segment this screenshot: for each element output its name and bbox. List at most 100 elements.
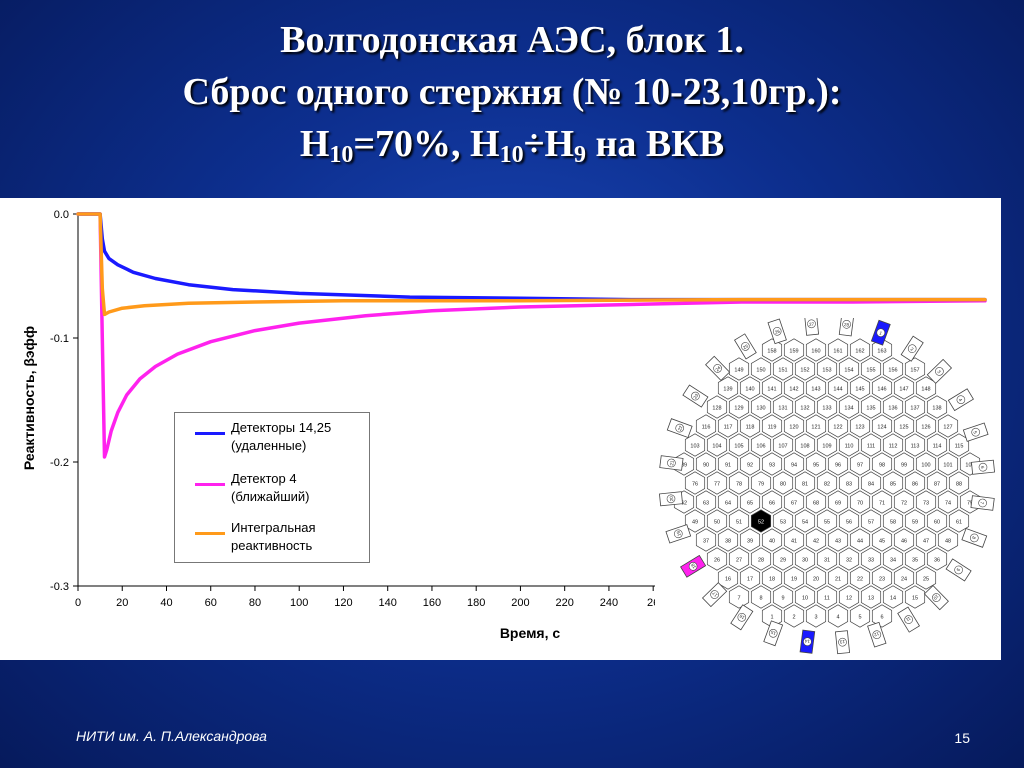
title-line-2: Сброс одного стержня (№ 10-23,10гр.): <box>182 71 842 113</box>
core-assembly: 96 <box>827 452 849 476</box>
core-assembly: 35 <box>904 547 926 571</box>
assembly-hex <box>838 433 860 457</box>
assembly-hex <box>827 604 849 628</box>
assembly-hex <box>761 376 783 400</box>
assembly-hex <box>772 547 794 571</box>
assembly-hex <box>772 395 794 419</box>
core-assembly: 76 <box>684 471 706 495</box>
detector-circle <box>978 498 987 508</box>
core-assembly: 151 <box>772 357 794 381</box>
assembly-number: 59 <box>912 520 918 526</box>
detector-circle <box>737 612 747 622</box>
core-assembly: 117 <box>717 414 739 438</box>
detector-number: 25 <box>742 343 749 350</box>
core-assembly: 128 <box>706 395 728 419</box>
assembly-hex <box>937 490 959 514</box>
legend-swatch-orange <box>195 532 225 535</box>
assembly-number: 90 <box>703 463 709 469</box>
core-assembly: 157 <box>904 357 926 381</box>
assembly-hex <box>926 509 948 533</box>
core-assembly: 85 <box>882 471 904 495</box>
assembly-hex <box>937 414 959 438</box>
x-tick-label: 100 <box>290 597 308 609</box>
assembly-number: 7 <box>737 596 740 602</box>
core-assembly: 140 <box>739 376 761 400</box>
assembly-hex <box>805 604 827 628</box>
core-assembly: 98 <box>871 452 893 476</box>
core-assembly: 79 <box>750 471 772 495</box>
assembly-hex <box>948 471 970 495</box>
assembly-hex <box>717 566 739 590</box>
assembly-hex <box>915 452 937 476</box>
assembly-hex <box>860 509 882 533</box>
assembly-hex <box>904 471 926 495</box>
assembly-hex <box>706 471 728 495</box>
legend-item-integral-reactivity: Интегральная реактивность <box>175 519 371 559</box>
assembly-hex <box>783 414 805 438</box>
assembly-hex <box>717 528 739 552</box>
detector-channel: 12 <box>867 621 887 648</box>
core-assembly: 131 <box>772 395 794 419</box>
assembly-number: 103 <box>690 444 699 450</box>
assembly-hex <box>827 490 849 514</box>
assembly-hex <box>739 490 761 514</box>
assembly-hex <box>838 395 860 419</box>
assembly-hex <box>761 414 783 438</box>
core-assembly: 58 <box>882 509 904 533</box>
core-assembly: 77 <box>706 471 728 495</box>
assembly-number: 70 <box>857 501 863 507</box>
core-assembly: 67 <box>783 490 805 514</box>
assembly-hex <box>761 490 783 514</box>
assembly-hex <box>750 585 772 609</box>
assembly-number: 129 <box>734 406 743 412</box>
core-assembly: 91 <box>717 452 739 476</box>
assembly-hex <box>904 509 926 533</box>
assembly-number: 162 <box>855 349 864 355</box>
core-assembly: 45 <box>871 528 893 552</box>
assembly-number: 123 <box>855 425 864 431</box>
detector-circle <box>842 320 851 329</box>
core-assembly: 15 <box>904 585 926 609</box>
assembly-hex <box>849 604 871 628</box>
core-assembly: 99 <box>893 452 915 476</box>
assembly-number: 115 <box>955 444 964 450</box>
assembly-number: 75 <box>967 501 973 507</box>
assembly-number: 141 <box>767 387 776 393</box>
title-line-3: H10=70%, H10÷H9 на ВКВ <box>0 118 1024 170</box>
core-assembly: 69 <box>827 490 849 514</box>
title-sub-3: 9 <box>574 142 587 168</box>
assembly-number: 156 <box>888 368 897 374</box>
assembly-hex <box>805 528 827 552</box>
core-assembly: 158 <box>761 338 783 362</box>
detector-number: 5 <box>972 430 978 434</box>
assembly-number: 1 <box>770 615 773 621</box>
detector-number: 21 <box>669 460 675 466</box>
core-assembly: 156 <box>882 357 904 381</box>
detector-circle <box>969 533 979 543</box>
assembly-number: 144 <box>833 387 842 393</box>
assembly-number: 92 <box>747 463 753 469</box>
assembly-hex <box>750 357 772 381</box>
core-assembly: 113 <box>904 433 926 457</box>
assembly-hex <box>849 338 871 362</box>
core-assembly: 86 <box>904 471 926 495</box>
detector-circle <box>673 529 683 539</box>
assembly-hex <box>860 395 882 419</box>
core-assembly: 34 <box>882 547 904 571</box>
detector-number: 24 <box>714 365 721 372</box>
assembly-number: 95 <box>813 463 819 469</box>
assembly-hex <box>871 376 893 400</box>
assembly-hex <box>750 471 772 495</box>
assembly-number: 79 <box>758 482 764 488</box>
assembly-number: 35 <box>912 558 918 564</box>
core-assembly: 50 <box>706 509 728 533</box>
assembly-number: 131 <box>778 406 787 412</box>
core-assembly: 60 <box>926 509 948 533</box>
assembly-hex <box>695 490 717 514</box>
assembly-hex <box>794 395 816 419</box>
assembly-hex <box>816 509 838 533</box>
assembly-hex <box>750 547 772 571</box>
assembly-hex <box>871 528 893 552</box>
assembly-number: 110 <box>845 444 854 450</box>
